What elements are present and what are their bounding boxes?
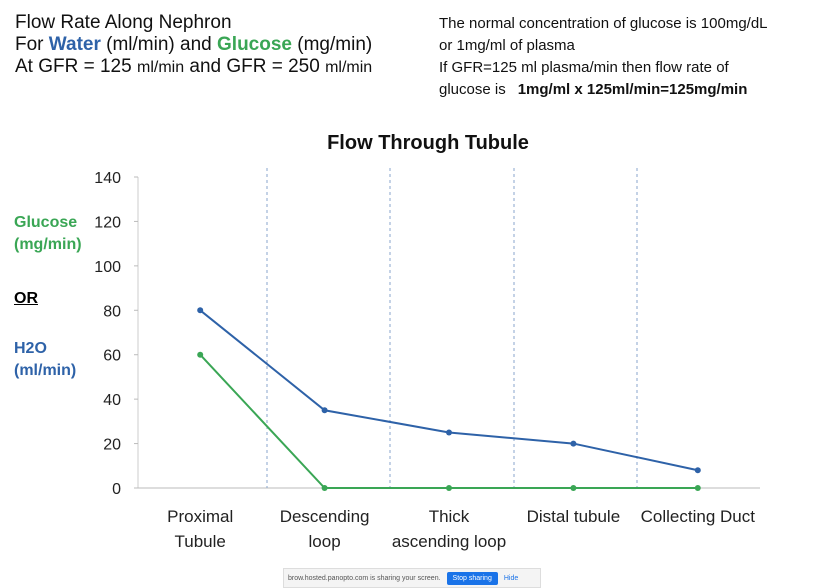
stop-sharing-button[interactable]: Stop sharing — [446, 571, 498, 585]
y-label-or: OR — [14, 290, 38, 307]
y-label-water: H2O (ml/min) — [14, 340, 77, 379]
x-tick-label: Collecting Duct — [640, 507, 755, 526]
x-tick-label: Distal tubule — [526, 507, 621, 526]
header-unit: ml/min — [136, 59, 185, 76]
note-formula: 1mg/ml x 125ml/min=125mg/min — [517, 81, 748, 98]
y-label-glucose: Glucose (mg/min) — [14, 214, 82, 253]
x-tick-label: Descending loop — [279, 507, 370, 551]
header-line: For Water (ml/min) and Glucose (mg/min) — [15, 34, 372, 56]
x-tick-label: Thick ascending loop — [391, 507, 507, 551]
series-point — [446, 485, 452, 491]
header: Flow Rate Along Nephron For Water (ml/mi… — [15, 12, 372, 79]
note-line: glucose is 1mg/ml x 125ml/min=125mg/min — [439, 79, 768, 101]
series-line — [199, 309, 699, 472]
note-text: glucose is — [439, 81, 506, 98]
series-point — [694, 467, 701, 474]
y-tick-label: 0 — [112, 481, 121, 498]
header-line: Flow Rate Along Nephron — [15, 12, 372, 34]
y-tick-label: 100 — [94, 259, 121, 276]
note-line: If GFR=125 ml plasma/min then flow rate … — [439, 59, 729, 76]
hide-button[interactable]: Hide — [503, 574, 519, 582]
y-tick-label: 80 — [103, 303, 121, 320]
series-point — [570, 485, 577, 491]
chart: Flow Through Tubule 0 20 40 60 80 100 120 140 — [94, 132, 760, 498]
header-text: and GFR = 250 — [184, 56, 326, 77]
header-line: At GFR = 125 ml/min and GFR = 250 ml/min — [15, 56, 372, 79]
note-line: The normal concentration of glucose is 1… — [439, 15, 768, 32]
header-water: Water — [48, 34, 101, 55]
series-point — [570, 440, 577, 447]
header-text: For — [15, 34, 49, 55]
y-tick-label: 20 — [103, 437, 121, 454]
y-tick-label: 60 — [103, 348, 121, 365]
header-text: (ml/min) and — [100, 34, 218, 55]
y-tick-label: 120 — [94, 214, 121, 231]
note: The normal concentration of glucose is 1… — [439, 13, 768, 101]
series-point — [446, 429, 452, 436]
series-point — [197, 307, 204, 314]
note-line: or 1mg/ml of plasma — [439, 37, 575, 54]
chart-title: Flow Through Tubule — [327, 132, 529, 154]
series-line — [199, 354, 698, 489]
share-bar: brow.hosted.panopto.com is sharing your … — [283, 568, 541, 588]
y-tick-label: 40 — [103, 392, 121, 409]
share-message: brow.hosted.panopto.com is sharing your … — [288, 574, 441, 582]
y-tick-label: 140 — [94, 170, 121, 187]
series-point — [694, 485, 701, 491]
series-point — [321, 485, 328, 491]
x-tick-label: Proximal Tubule — [167, 507, 234, 551]
header-glucose: Glucose — [217, 34, 292, 55]
header-text: At GFR = 125 — [15, 56, 137, 77]
dividers — [266, 168, 638, 488]
header-text: (mg/min) — [292, 34, 373, 55]
header-unit: ml/min — [325, 59, 373, 76]
header-text: Flow Rate Along Nephron — [15, 12, 232, 33]
series-point — [321, 407, 328, 414]
series-point — [197, 351, 204, 358]
